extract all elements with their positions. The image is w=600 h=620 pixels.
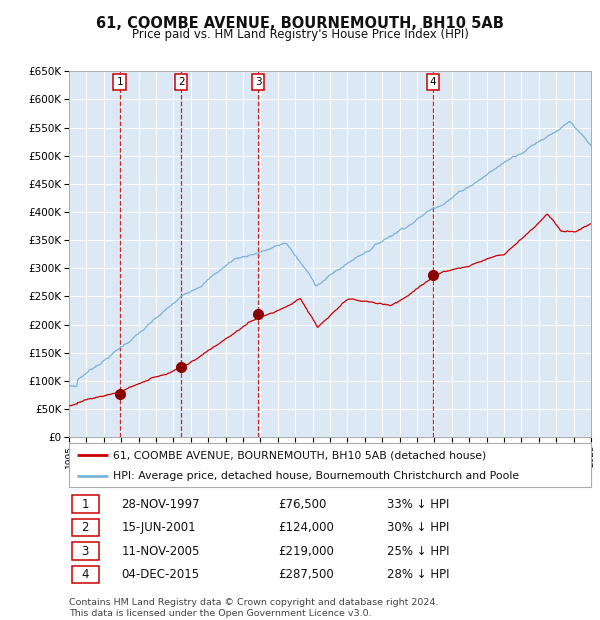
Text: 3: 3 <box>82 545 89 557</box>
FancyBboxPatch shape <box>71 566 99 583</box>
Text: 61, COOMBE AVENUE, BOURNEMOUTH, BH10 5AB: 61, COOMBE AVENUE, BOURNEMOUTH, BH10 5AB <box>96 16 504 30</box>
Text: 25% ↓ HPI: 25% ↓ HPI <box>388 545 450 557</box>
Text: £287,500: £287,500 <box>278 568 334 581</box>
FancyBboxPatch shape <box>71 495 99 513</box>
Text: 4: 4 <box>82 568 89 581</box>
Text: Price paid vs. HM Land Registry's House Price Index (HPI): Price paid vs. HM Land Registry's House … <box>131 28 469 41</box>
Text: 28-NOV-1997: 28-NOV-1997 <box>121 498 200 511</box>
Text: £219,000: £219,000 <box>278 545 334 557</box>
Text: 1: 1 <box>82 498 89 511</box>
Text: 15-JUN-2001: 15-JUN-2001 <box>121 521 196 534</box>
Text: 04-DEC-2015: 04-DEC-2015 <box>121 568 199 581</box>
Text: 2: 2 <box>178 77 185 87</box>
Text: 11-NOV-2005: 11-NOV-2005 <box>121 545 200 557</box>
Text: 4: 4 <box>430 77 436 87</box>
Text: 2: 2 <box>82 521 89 534</box>
Text: 28% ↓ HPI: 28% ↓ HPI <box>388 568 450 581</box>
Text: 3: 3 <box>255 77 262 87</box>
Text: 61, COOMBE AVENUE, BOURNEMOUTH, BH10 5AB (detached house): 61, COOMBE AVENUE, BOURNEMOUTH, BH10 5AB… <box>113 450 487 460</box>
Text: £76,500: £76,500 <box>278 498 326 511</box>
Text: HPI: Average price, detached house, Bournemouth Christchurch and Poole: HPI: Average price, detached house, Bour… <box>113 471 520 481</box>
Text: 1: 1 <box>116 77 123 87</box>
Text: Contains HM Land Registry data © Crown copyright and database right 2024.: Contains HM Land Registry data © Crown c… <box>69 598 439 607</box>
Text: 33% ↓ HPI: 33% ↓ HPI <box>388 498 450 511</box>
FancyBboxPatch shape <box>71 519 99 536</box>
Text: 30% ↓ HPI: 30% ↓ HPI <box>388 521 450 534</box>
FancyBboxPatch shape <box>71 542 99 560</box>
Text: £124,000: £124,000 <box>278 521 334 534</box>
Text: This data is licensed under the Open Government Licence v3.0.: This data is licensed under the Open Gov… <box>69 609 371 618</box>
FancyBboxPatch shape <box>69 443 591 487</box>
